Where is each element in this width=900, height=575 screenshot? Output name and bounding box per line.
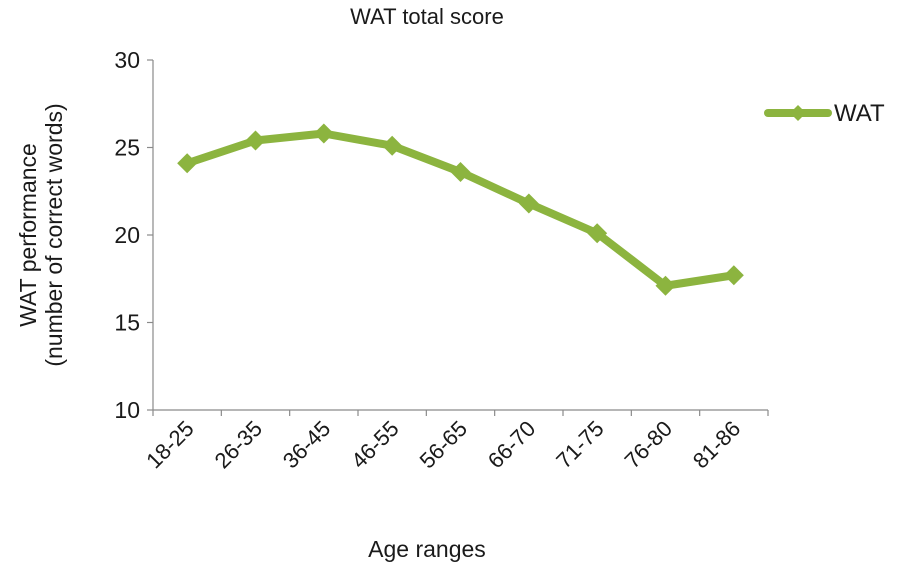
y-tick-label: 25 [114,135,140,161]
y-tick-label: 15 [114,310,140,336]
data-point-marker [518,193,539,214]
legend-label-wat: WAT [834,100,885,127]
data-point-marker [587,223,608,244]
y-axis-label: WAT performance (number of correct words… [15,103,67,366]
y-tick-label: 20 [114,222,140,248]
x-tick-label: 26-35 [210,416,267,473]
x-tick-label: 18-25 [141,416,198,473]
x-axis: 18-25 26-35 36-45 46-55 56-65 66-70 71-75 76-80… [141,409,769,473]
data-point-marker [655,275,676,296]
x-tick-label: 46-55 [346,416,403,473]
x-tick-label: 81-86 [688,416,745,473]
data-point-marker [450,162,471,182]
legend: WAT [764,100,885,127]
data-point-marker [177,153,198,174]
y-tick-label: 30 [114,47,140,73]
x-tick-label: 66-70 [483,416,540,473]
y-axis-label-line-1: WAT performance [15,143,41,327]
x-tick-label: 71-75 [551,416,608,473]
data-point-marker [245,130,266,151]
y-tick-label: 10 [114,397,140,423]
series-layer [177,123,744,296]
series-line [183,129,738,290]
data-point-marker [382,135,403,156]
x-tick-label: 36-45 [278,416,335,473]
x-axis-label: Age ranges [368,536,486,562]
y-axis: 10 15 20 25 30 [114,47,154,423]
legend-diamond-marker [790,105,806,121]
x-tick-label: 76-80 [620,416,677,473]
x-tick-label: 56-65 [415,416,472,473]
chart-title: WAT total score [350,4,504,29]
y-axis-label-line-2: (number of correct words) [41,103,67,366]
data-point-marker [313,123,334,144]
data-point-marker [723,265,744,286]
